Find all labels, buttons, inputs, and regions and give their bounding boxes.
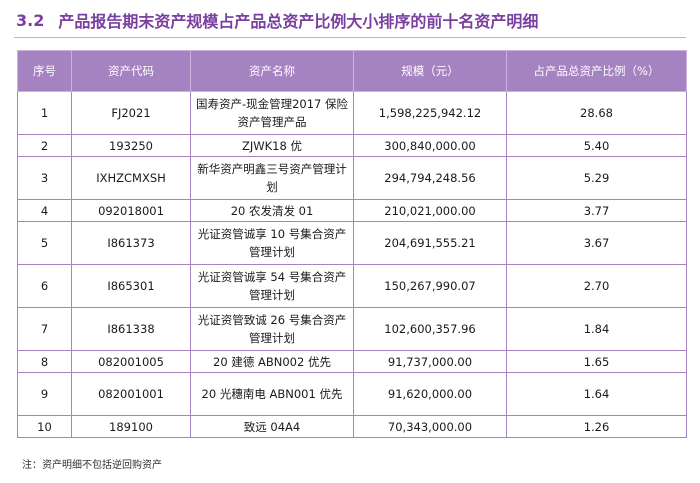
cell-name: 光证资管诚享 10 号集合资产管理计划 xyxy=(190,221,354,265)
table-row: 2 193250 ZJWK18 优 300,840,000.00 5.40 xyxy=(17,134,687,157)
cell-name: 光证资管致诚 26 号集合资产管理计划 xyxy=(190,307,354,351)
cell-amount: 300,840,000.00 xyxy=(353,134,507,157)
cell-name: 光证资管诚享 54 号集合资产管理计划 xyxy=(190,264,354,308)
section-heading: 3.2 产品报告期末资产规模占产品总资产比例大小排序的前十名资产明细 xyxy=(16,6,538,34)
col-header-name: 资产名称 xyxy=(190,50,354,92)
cell-code: IXHZCMXSH xyxy=(71,156,191,200)
cell-amount: 70,343,000.00 xyxy=(353,415,507,438)
cell-seq: 8 xyxy=(17,350,72,373)
cell-seq: 1 xyxy=(17,91,72,135)
cell-seq: 3 xyxy=(17,156,72,200)
cell-seq: 9 xyxy=(17,372,72,416)
cell-name: 20 建德 ABN002 优先 xyxy=(190,350,354,373)
table-row: 9 082001001 20 光穗南电 ABN001 优先 91,620,000… xyxy=(17,372,687,416)
table-row: 10 189100 致远 04A4 70,343,000.00 1.26 xyxy=(17,415,687,438)
table-row: 8 082001005 20 建德 ABN002 优先 91,737,000.0… xyxy=(17,350,687,373)
cell-code: 082001001 xyxy=(71,372,191,416)
cell-amount: 150,267,990.07 xyxy=(353,264,507,308)
cell-seq: 6 xyxy=(17,264,72,308)
cell-ratio: 1.84 xyxy=(506,307,687,351)
table-row: 3 IXHZCMXSH 新华资产明鑫三号资产管理计划 294,794,248.5… xyxy=(17,156,687,200)
cell-amount: 210,021,000.00 xyxy=(353,199,507,222)
col-header-code: 资产代码 xyxy=(71,50,191,92)
cell-ratio: 1.64 xyxy=(506,372,687,416)
cell-name: ZJWK18 优 xyxy=(190,134,354,157)
table-row: 1 FJ2021 国寿资产-现金管理2017 保险资产管理产品 1,598,22… xyxy=(17,91,687,135)
cell-name: 20 农发清发 01 xyxy=(190,199,354,222)
table-row: 5 I861373 光证资管诚享 10 号集合资产管理计划 204,691,55… xyxy=(17,221,687,265)
cell-amount: 102,600,357.96 xyxy=(353,307,507,351)
cell-seq: 4 xyxy=(17,199,72,222)
cell-name: 20 光穗南电 ABN001 优先 xyxy=(190,372,354,416)
cell-ratio: 1.26 xyxy=(506,415,687,438)
table-header-row: 序号 资产代码 资产名称 规模（元） 占产品总资产比例（%） xyxy=(17,50,687,92)
cell-code: I861338 xyxy=(71,307,191,351)
top-ten-assets-table: 序号 资产代码 资产名称 规模（元） 占产品总资产比例（%） 1 FJ2021 … xyxy=(17,50,687,438)
cell-ratio: 28.68 xyxy=(506,91,687,135)
cell-code: 193250 xyxy=(71,134,191,157)
cell-ratio: 1.65 xyxy=(506,350,687,373)
cell-code: I861373 xyxy=(71,221,191,265)
table-row: 7 I861338 光证资管致诚 26 号集合资产管理计划 102,600,35… xyxy=(17,307,687,351)
cell-amount: 204,691,555.21 xyxy=(353,221,507,265)
section-title: 产品报告期末资产规模占产品总资产比例大小排序的前十名资产明细 xyxy=(58,12,539,31)
cell-ratio: 5.40 xyxy=(506,134,687,157)
cell-name: 致远 04A4 xyxy=(190,415,354,438)
cell-code: 092018001 xyxy=(71,199,191,222)
table-row: 4 092018001 20 农发清发 01 210,021,000.00 3.… xyxy=(17,199,687,222)
heading-divider xyxy=(14,37,686,38)
col-header-ratio: 占产品总资产比例（%） xyxy=(506,50,687,92)
col-header-amount: 规模（元） xyxy=(353,50,507,92)
cell-name: 新华资产明鑫三号资产管理计划 xyxy=(190,156,354,200)
cell-amount: 294,794,248.56 xyxy=(353,156,507,200)
cell-amount: 91,737,000.00 xyxy=(353,350,507,373)
cell-amount: 1,598,225,942.12 xyxy=(353,91,507,135)
cell-seq: 2 xyxy=(17,134,72,157)
cell-code: FJ2021 xyxy=(71,91,191,135)
cell-amount: 91,620,000.00 xyxy=(353,372,507,416)
table-row: 6 I865301 光证资管诚享 54 号集合资产管理计划 150,267,99… xyxy=(17,264,687,308)
footnote: 注：资产明细不包括逆回购资产 xyxy=(22,460,162,471)
cell-code: 189100 xyxy=(71,415,191,438)
cell-ratio: 5.29 xyxy=(506,156,687,200)
cell-seq: 7 xyxy=(17,307,72,351)
cell-code: I865301 xyxy=(71,264,191,308)
cell-name: 国寿资产-现金管理2017 保险资产管理产品 xyxy=(190,91,354,135)
cell-ratio: 3.67 xyxy=(506,221,687,265)
cell-ratio: 2.70 xyxy=(506,264,687,308)
cell-code: 082001005 xyxy=(71,350,191,373)
cell-ratio: 3.77 xyxy=(506,199,687,222)
col-header-seq: 序号 xyxy=(17,50,72,92)
section-number: 3.2 xyxy=(16,10,45,30)
cell-seq: 10 xyxy=(17,415,72,438)
cell-seq: 5 xyxy=(17,221,72,265)
